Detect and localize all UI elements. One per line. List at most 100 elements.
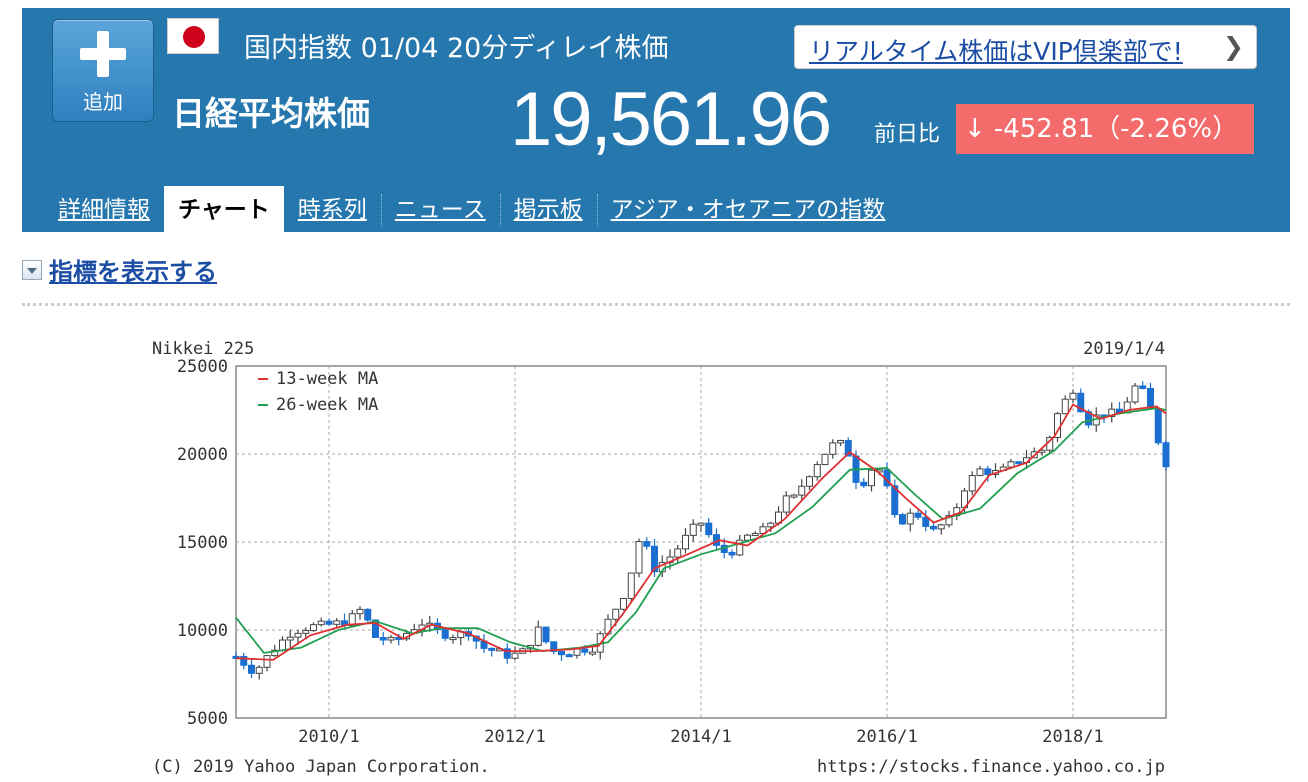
candle-body — [488, 647, 496, 651]
tab-bar: 詳細情報 チャート 時系列 ニュース 掲示板 アジア・オセアニアの指数 — [22, 186, 899, 232]
candle-body — [829, 442, 837, 455]
price-chart: 25000 20000 15000 10000 5000 2010/1 2012/1 2014… — [152, 339, 1170, 777]
vip-link-text[interactable]: リアルタイム株価はVIP倶楽部で! — [809, 37, 1183, 66]
x-tick-label: 2012/1 — [484, 727, 545, 747]
candle-body — [736, 539, 744, 556]
candle-body — [682, 534, 689, 550]
tab-board[interactable]: 掲示板 — [499, 186, 597, 232]
candle-body — [728, 551, 736, 556]
legend-label: 26-week MA — [276, 395, 378, 415]
candle-body — [1007, 461, 1015, 468]
candle-body — [899, 514, 906, 525]
y-tick-label: 10000 — [177, 621, 228, 641]
change-label: 前日比 — [874, 122, 941, 147]
candle-body — [294, 632, 302, 638]
indicator-toggle[interactable]: 指標を表示する — [22, 252, 217, 287]
candle-body — [550, 641, 558, 652]
candle-body — [697, 522, 705, 526]
candle-body — [891, 485, 899, 516]
candle-body — [821, 453, 829, 466]
vip-club-link[interactable]: リアルタイム株価はVIP倶楽部で! ❯ — [794, 25, 1257, 69]
candle-body — [302, 630, 310, 634]
candle-body — [945, 515, 953, 526]
candle-body — [1108, 408, 1116, 417]
candle-body — [813, 464, 821, 478]
index-name: 日経平均株価 — [172, 94, 370, 133]
candle-body — [860, 481, 868, 487]
candle-body — [255, 666, 263, 674]
indicator-toggle-link[interactable]: 指標を表示する — [49, 258, 217, 286]
candle-body — [542, 626, 550, 643]
candle-body — [1154, 407, 1162, 444]
y-tick-label: 15000 — [177, 533, 228, 553]
candle-body — [534, 626, 542, 646]
down-arrow-icon: ↓ — [964, 114, 986, 144]
index-meta: 国内指数 01/04 20分ディレイ株価 — [244, 33, 669, 64]
current-price: 19,561.96 — [510, 77, 832, 162]
candle-body — [767, 522, 775, 528]
candle-body — [612, 608, 620, 620]
candle-body — [441, 629, 449, 639]
change-value: -452.81（-2.26%） — [993, 114, 1239, 144]
candle-body — [589, 651, 596, 655]
candle-body — [627, 572, 635, 599]
candle-body — [356, 608, 364, 615]
tab-news[interactable]: ニュース — [380, 186, 500, 232]
add-button-label: 追加 — [83, 90, 123, 114]
candle-body — [635, 541, 643, 574]
candle-body — [643, 541, 651, 547]
candle-body — [248, 664, 255, 674]
legend-label: 13-week MA — [276, 369, 378, 389]
plus-icon — [80, 31, 126, 77]
candle-body — [968, 475, 976, 492]
candle-body — [325, 620, 333, 625]
candle-body — [348, 613, 356, 626]
candle-body — [790, 494, 798, 498]
tab-timeseries[interactable]: 時系列 — [297, 197, 367, 223]
candle-body — [984, 468, 992, 475]
candle-body — [387, 636, 395, 641]
candle-body — [511, 652, 519, 659]
candle-body — [922, 516, 930, 527]
candle-body — [806, 476, 813, 487]
candle-body — [620, 597, 627, 610]
candle-body — [379, 636, 387, 641]
candle-body — [1162, 442, 1170, 468]
tab-chart[interactable]: チャート — [164, 186, 284, 232]
candle-body — [1061, 398, 1069, 415]
candle-body — [705, 522, 713, 536]
candle-body — [798, 485, 806, 496]
ma13-line — [235, 403, 1167, 661]
tab-details[interactable]: 詳細情報 — [58, 197, 150, 223]
candle-body — [310, 624, 317, 632]
section-divider — [22, 303, 1290, 306]
candle-body — [286, 636, 294, 641]
add-to-portfolio-button[interactable]: 追加 — [52, 19, 154, 122]
candle-body — [372, 619, 379, 638]
x-tick-label: 2010/1 — [298, 727, 359, 747]
candle-body — [937, 524, 945, 530]
candle-body — [689, 523, 697, 536]
candle-body — [651, 545, 658, 573]
change-badge: ↓ -452.81（-2.26%） — [956, 104, 1254, 154]
expand-toggle-icon[interactable] — [22, 259, 42, 280]
candle-body — [271, 649, 279, 657]
candle-body — [449, 637, 457, 641]
ma26-line — [235, 407, 1167, 654]
candle-body — [1015, 461, 1023, 465]
chart-date: 2019/1/4 — [1083, 339, 1165, 359]
candle-body — [837, 440, 844, 444]
candle-body — [240, 655, 248, 666]
tab-asia-oceania[interactable]: アジア・オセアニアの指数 — [596, 186, 900, 232]
candle-body — [565, 654, 573, 658]
candle-body — [844, 440, 852, 457]
candle-body — [930, 525, 937, 530]
candle-body — [1069, 392, 1077, 400]
candle-body — [1147, 387, 1154, 409]
candle-body — [744, 534, 751, 541]
candle-body — [868, 469, 875, 487]
candle-body — [333, 620, 341, 625]
y-tick-label: 25000 — [177, 357, 228, 377]
candle-body — [364, 608, 372, 621]
candle-body — [581, 648, 589, 653]
